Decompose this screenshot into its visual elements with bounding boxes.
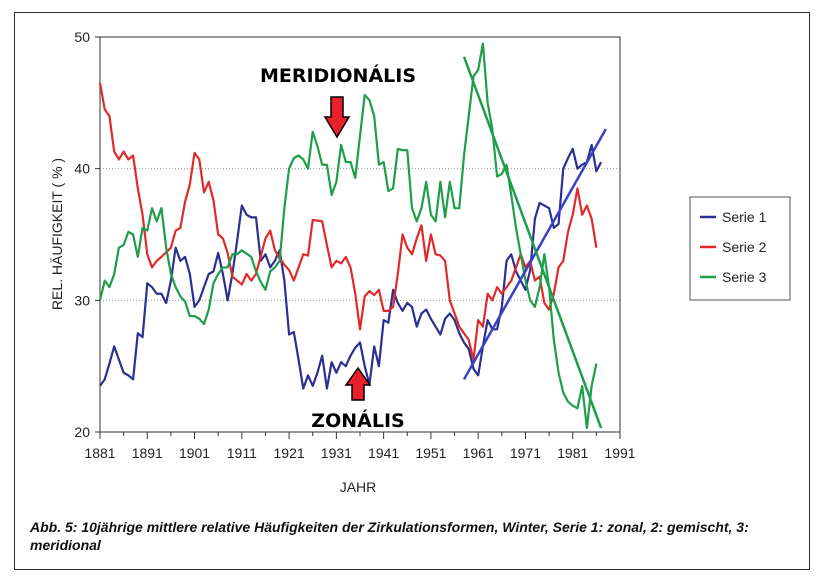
figure-frame bbox=[14, 12, 810, 570]
y-tick-label: 40 bbox=[74, 161, 90, 177]
figure-caption: Abb. 5: 10jährige mittlere relative Häuf… bbox=[30, 519, 749, 553]
annotation-zonal: ZONÁLIS bbox=[311, 409, 404, 432]
x-tick-label: 1961 bbox=[463, 445, 494, 461]
x-tick-label: 1991 bbox=[604, 445, 635, 461]
x-tick-label: 1881 bbox=[84, 445, 115, 461]
series-line-2 bbox=[98, 82, 598, 361]
legend-label: Serie 2 bbox=[722, 239, 767, 255]
x-tick-label: 1951 bbox=[415, 445, 446, 461]
legend-label: Serie 3 bbox=[722, 269, 767, 285]
annotation-meridional: MERIDIONÁLIS bbox=[260, 64, 416, 87]
x-tick-label: 1901 bbox=[179, 445, 210, 461]
x-tick-label: 1911 bbox=[227, 445, 257, 461]
x-tick-label: 1941 bbox=[368, 445, 399, 461]
arrow-down-icon bbox=[323, 96, 351, 139]
series-line-1 bbox=[99, 143, 603, 390]
trendline-1 bbox=[462, 128, 607, 380]
x-tick-label: 1931 bbox=[321, 445, 352, 461]
x-tick-label: 1891 bbox=[132, 445, 163, 461]
legend-label: Serie 1 bbox=[722, 209, 767, 225]
legend: Serie 1 Serie 2 Serie 3 bbox=[689, 196, 791, 301]
arrow-up-icon bbox=[344, 366, 372, 401]
x-tick-label: 1921 bbox=[274, 445, 305, 461]
y-axis-label: REL. HÄUFIGKEIT ( % ) bbox=[49, 158, 65, 310]
y-tick-label: 20 bbox=[74, 424, 90, 440]
trendline-2 bbox=[462, 56, 603, 429]
x-tick-label: 1981 bbox=[557, 445, 588, 461]
x-tick-label: 1971 bbox=[510, 445, 541, 461]
series-line-3 bbox=[98, 42, 598, 430]
y-tick-label: 50 bbox=[74, 29, 90, 45]
y-tick-label: 30 bbox=[74, 292, 90, 308]
x-axis-label: JAHR bbox=[340, 479, 377, 495]
